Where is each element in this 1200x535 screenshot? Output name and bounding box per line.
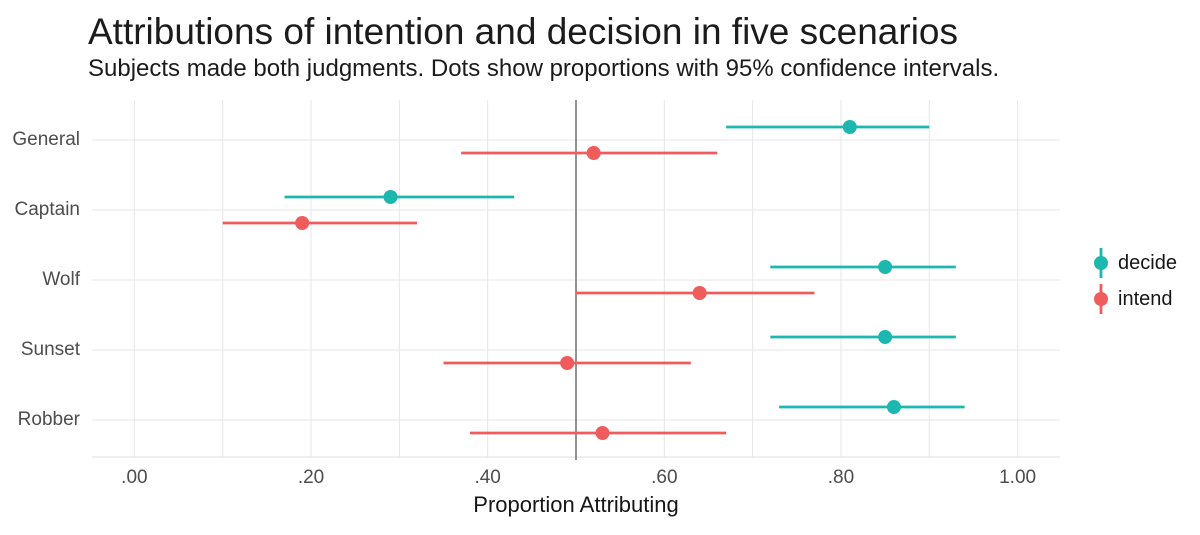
- point-intend-wolf: [692, 286, 707, 300]
- legend-pointrange-icon: [1094, 284, 1108, 314]
- x-tick-label: .60: [651, 467, 678, 488]
- point-intend-robber: [595, 426, 610, 440]
- y-tick-label-wolf: Wolf: [42, 269, 80, 290]
- legend-label-intend: intend: [1118, 287, 1173, 310]
- y-tick-label-sunset: Sunset: [20, 339, 80, 360]
- legend-pointrange-icon: [1094, 248, 1108, 278]
- y-tick-label-general: General: [12, 129, 80, 150]
- point-decide-robber: [886, 400, 901, 414]
- x-tick-label: .40: [474, 467, 501, 488]
- x-tick-label: .00: [121, 467, 148, 488]
- point-intend-sunset: [560, 356, 575, 370]
- x-axis-title: Proportion Attributing: [473, 492, 679, 517]
- chart-title: Attributions of intention and decision i…: [88, 11, 959, 52]
- point-decide-sunset: [878, 330, 893, 344]
- point-intend-captain: [295, 216, 310, 230]
- legend: decide intend: [1093, 245, 1177, 317]
- y-tick-label-robber: Robber: [17, 409, 80, 430]
- legend-item-decide: decide: [1093, 245, 1177, 281]
- legend-item-intend: intend: [1093, 281, 1177, 317]
- point-decide-captain: [383, 190, 398, 204]
- x-tick-label: .80: [827, 467, 855, 488]
- x-tick-label: 1.00: [999, 467, 1037, 488]
- x-tick-label: .20: [297, 467, 325, 488]
- point-intend-general: [586, 146, 601, 160]
- point-decide-wolf: [878, 260, 893, 274]
- legend-label-decide: decide: [1118, 251, 1177, 274]
- chart-subtitle: Subjects made both judgments. Dots show …: [88, 55, 1000, 82]
- y-tick-label-captain: Captain: [14, 199, 81, 220]
- point-decide-general: [842, 120, 857, 134]
